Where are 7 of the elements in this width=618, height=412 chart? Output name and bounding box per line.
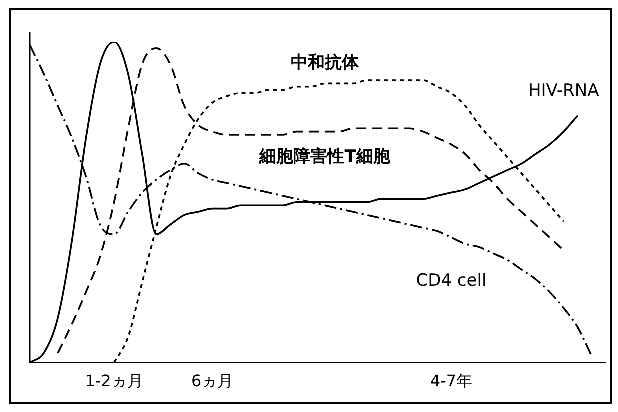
x-tick-label: 4-7年 bbox=[430, 372, 473, 391]
x-tick-label: 1-2ヵ月 bbox=[85, 372, 144, 391]
series-label: 細胞障害性T細胞 bbox=[258, 147, 392, 168]
series-label: 中和抗体 bbox=[291, 53, 360, 74]
series-label: CD4 cell bbox=[416, 271, 487, 292]
series-label: HIV-RNA bbox=[528, 81, 600, 102]
x-tick-label: 6ヵ月 bbox=[192, 372, 234, 391]
